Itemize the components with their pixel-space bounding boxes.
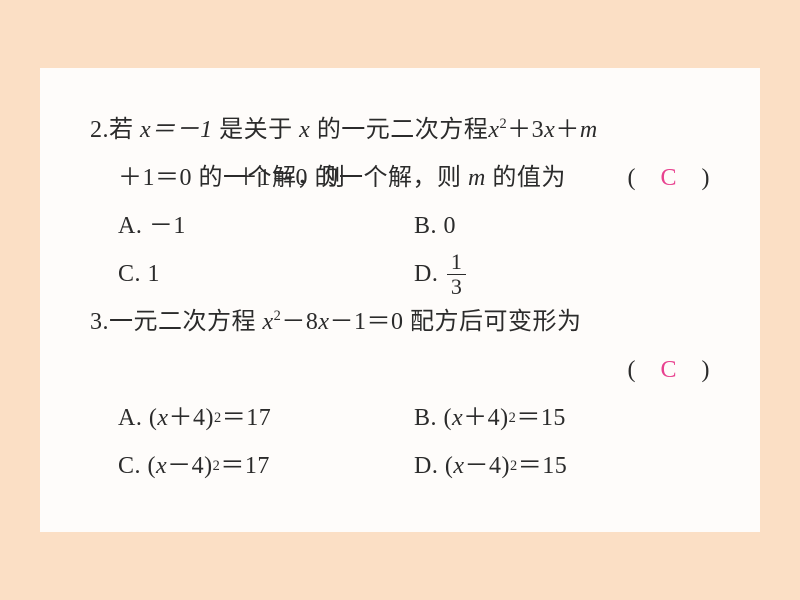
q2-eq-plus3: ＋3 (507, 117, 544, 143)
x: x (156, 442, 167, 490)
paren-close: ) (677, 357, 710, 383)
q3-opt-b: B. (x＋4)2＝15 (414, 394, 710, 442)
opt-label: B. (414, 394, 437, 442)
mid: ＋4) (169, 394, 215, 442)
q2-eq-plus: ＋ (555, 117, 580, 143)
q3-number: 3. (90, 309, 109, 335)
q2-x: x (299, 117, 310, 143)
q2-opt-b: B. 0 (414, 202, 710, 250)
q2-l2-p2: 的值为 (486, 165, 566, 191)
exp: 2 (509, 404, 517, 433)
q3-stem-line1: 3.一元二次方程 x2－8x－1＝0 配方后可变形为 (90, 298, 710, 346)
q3-text2: 配方后可变形为 (404, 309, 582, 335)
mid: －4) (167, 442, 213, 490)
x: x (157, 394, 168, 442)
q2-l2-text: ＋1＝0 的一个解，则 (234, 165, 468, 191)
q2-eq-m: m (580, 117, 598, 143)
mid: －4) (465, 442, 511, 490)
opt-val: 0 (444, 202, 457, 250)
eq: ＝17 (222, 394, 272, 442)
q3-opt-c: C. (x－4)2＝17 (118, 442, 414, 490)
q3-eq-m8: －8 (281, 309, 318, 335)
q2-x-eq: x＝－1 (140, 117, 213, 143)
q3-answer: C (660, 357, 677, 383)
opt-val: 1 (148, 250, 161, 298)
mid: ＋4) (463, 394, 509, 442)
frac-num: 1 (447, 251, 467, 275)
x: x (453, 442, 464, 490)
q3-opt-a: A. (x＋4)2＝17 (118, 394, 414, 442)
q2-answer-box: ( C ) (627, 154, 710, 202)
q2-text: 若 (109, 117, 140, 143)
exp: 2 (510, 452, 518, 481)
q3-eq-end: －1＝0 (330, 309, 404, 335)
paren-open: ( (627, 165, 660, 191)
q3-answer-line: ( C ) (118, 346, 710, 394)
q2-number: 2. (90, 117, 109, 143)
paren-open: ( (627, 357, 660, 383)
lp: ( (148, 442, 157, 490)
q2-answer: C (660, 165, 677, 191)
opt-label: D. (414, 442, 438, 490)
paren-close: ) (677, 165, 710, 191)
q2-opt-d: D. 13 (414, 250, 710, 298)
q3-eq-x2: x (318, 309, 329, 335)
opt-label: C. (118, 442, 141, 490)
x: x (452, 394, 463, 442)
q2-stem-line2: ＋1＝0 的一个解，则 ＋1＝0 的一个解，则 m 的值为 ( C ) (118, 154, 710, 202)
exp: 2 (213, 452, 221, 481)
q2-l2-m: m (468, 165, 486, 191)
eq: ＝15 (518, 442, 568, 490)
q3-answer-box: ( C ) (627, 346, 710, 394)
q3-eq-x: x (263, 309, 274, 335)
lp: ( (444, 394, 453, 442)
q2-options: A. －1 B. 0 C. 1 D. 13 (118, 202, 710, 298)
q3-options: A. (x＋4)2＝17 B. (x＋4)2＝15 C. (x－4)2＝17 D… (118, 394, 710, 490)
opt-label: A. (118, 202, 142, 250)
q3-opt-d: D. (x－4)2＝15 (414, 442, 710, 490)
q2-text3: 的一元二次方程 (310, 117, 488, 143)
opt-label: A. (118, 394, 142, 442)
q2-opt-a: A. －1 (118, 202, 414, 250)
opt-val: －1 (149, 202, 186, 250)
q3-text1: 一元二次方程 (109, 309, 263, 335)
question-card: 2.若 x＝－1 是关于 x 的一元二次方程x2＋3x＋m ＋1＝0 的一个解，… (40, 68, 760, 532)
fraction: 13 (447, 251, 467, 298)
eq: ＝15 (516, 394, 566, 442)
q2-stem-line1: 2.若 x＝－1 是关于 x 的一元二次方程x2＋3x＋m (90, 106, 710, 154)
q2-text2: 是关于 (213, 117, 300, 143)
q2-opt-c: C. 1 (118, 250, 414, 298)
opt-label: B. (414, 202, 437, 250)
q2-eq-x2: x (544, 117, 555, 143)
opt-label: D. (414, 250, 438, 298)
exp: 2 (214, 404, 222, 433)
frac-den: 3 (447, 275, 467, 298)
q2-eq-x: x (488, 117, 499, 143)
opt-label: C. (118, 250, 141, 298)
eq: ＝17 (220, 442, 270, 490)
